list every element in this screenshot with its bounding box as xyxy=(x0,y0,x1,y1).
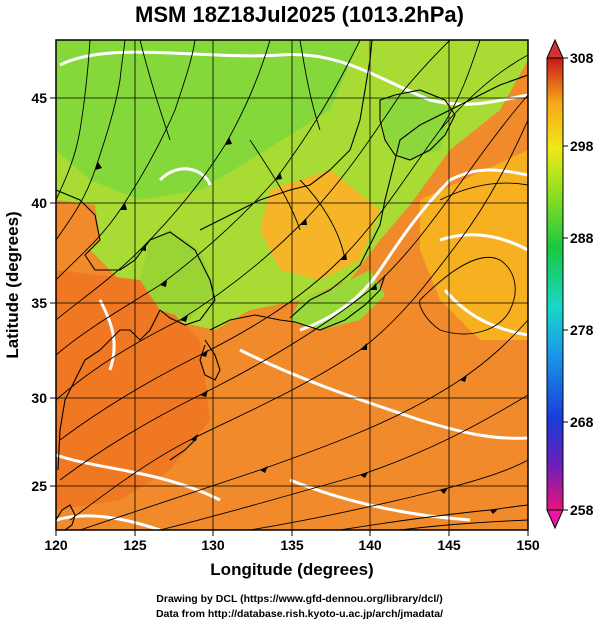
y-tick-label: 45 xyxy=(31,90,47,106)
colorbar-gradient xyxy=(546,57,564,511)
colorbar-tick-label: 258 xyxy=(570,502,594,518)
x-tick-label: 145 xyxy=(437,537,461,553)
x-tick-labels: 120 125 130 135 140 145 150 xyxy=(44,537,540,553)
bohai-sea xyxy=(56,200,100,260)
x-tick-label: 125 xyxy=(123,537,147,553)
x-tick-label: 150 xyxy=(516,537,540,553)
y-tick-label: 40 xyxy=(31,195,47,211)
colorbar-tick-label: 298 xyxy=(570,138,594,154)
x-tick-label: 130 xyxy=(201,537,225,553)
streamline-arrows xyxy=(95,137,498,514)
x-tick-label: 135 xyxy=(280,537,304,553)
grid-lines xyxy=(56,40,528,530)
axis-ticks xyxy=(50,97,529,536)
y-tick-labels: 45 40 35 30 25 xyxy=(31,90,47,494)
credits: Drawing by DCL (https://www.gfd-dennou.o… xyxy=(0,592,599,622)
credits-data-source: Data from http://database.rish.kyoto-u.a… xyxy=(155,608,444,620)
x-tick-label: 140 xyxy=(358,537,382,553)
x-tick-label: 120 xyxy=(44,537,68,553)
colorbar-tick-label: 278 xyxy=(570,322,594,338)
colorbar-tick-label: 268 xyxy=(570,414,594,430)
y-tick-label: 25 xyxy=(31,478,47,494)
streamlines xyxy=(56,40,528,530)
colorbar-min-arrow xyxy=(546,509,564,530)
colorbar-max-arrow xyxy=(546,38,564,59)
credits-drawing: Drawing by DCL (https://www.gfd-dennou.o… xyxy=(156,593,443,605)
colorbar-tick-label: 308 xyxy=(570,50,594,66)
colorbar: 308 298 288 278 268 258 xyxy=(546,38,594,530)
y-axis-label: Latitude (degrees) xyxy=(3,211,22,358)
honshu-land xyxy=(290,270,385,330)
hokkaido-land xyxy=(380,90,450,160)
y-tick-label: 30 xyxy=(31,390,47,406)
chart-title: MSM 18Z18Jul2025 (1013.2hPa) xyxy=(135,2,464,27)
cool-land-zone xyxy=(56,40,360,200)
map-field xyxy=(56,40,528,530)
y-tick-label: 35 xyxy=(31,295,47,311)
isotherm-contours xyxy=(56,50,528,530)
japan-sea-zone xyxy=(260,170,380,280)
x-axis-label: Longitude (degrees) xyxy=(210,560,373,579)
colorbar-tick-label: 288 xyxy=(570,230,594,246)
